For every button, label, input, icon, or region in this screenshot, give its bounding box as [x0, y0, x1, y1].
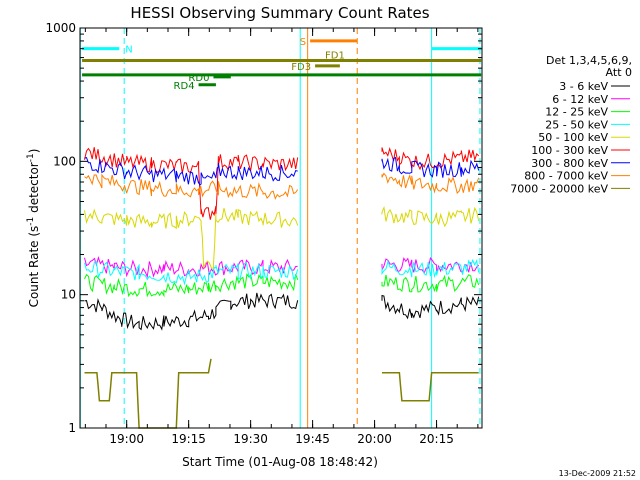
- legend-header-line-2: Att 0: [606, 66, 632, 79]
- annotation-label-7: RD4: [174, 81, 195, 92]
- y-axis-label-main: Count Rate (s: [27, 226, 41, 308]
- y-axis-label-end: ): [27, 149, 41, 154]
- x-tick-label-1: 19:15: [171, 432, 206, 446]
- legend-label-7: 800 - 7000 keV: [524, 170, 608, 183]
- legend-label-4: 50 - 100 keV: [538, 131, 608, 144]
- series-line-3: [84, 258, 480, 286]
- x-tick-label-3: 19:45: [295, 432, 330, 446]
- legend-label-1: 6 - 12 keV: [552, 93, 608, 106]
- plot-frame: [79, 27, 483, 429]
- series-line-7: [84, 172, 480, 200]
- footer-timestamp: 13-Dec-2009 21:52: [559, 469, 636, 478]
- annotation-label-4: FD3: [291, 62, 311, 73]
- series-line-5: [84, 146, 480, 220]
- y-axis-label-exponent-1: -1: [26, 217, 36, 226]
- y-tick-label-0: 1: [68, 421, 76, 435]
- legend-label-0: 3 - 6 keV: [559, 80, 608, 93]
- series-line-2: [84, 273, 480, 298]
- legend-label-5: 100 - 300 keV: [531, 144, 608, 157]
- series-line-0: [84, 292, 480, 331]
- legend-header-line-1: Det 1,3,4,5,6,9,: [546, 54, 632, 67]
- annotation-label-6: RD0: [188, 73, 209, 84]
- chart-title: HESSI Observing Summary Count Rates: [130, 4, 429, 22]
- legend-label-6: 300 - 800 keV: [531, 157, 608, 170]
- x-tick-label-0: 19:00: [109, 432, 144, 446]
- y-tick-label-3: 1000: [45, 21, 76, 35]
- legend-label-8: 7000 - 20000 keV: [510, 182, 608, 195]
- series-line-8: [84, 358, 479, 429]
- y-axis-label: Count Rate (s-1 detector-1): [26, 149, 41, 308]
- x-axis-label: Start Time (01-Aug-08 18:48:42): [182, 455, 378, 469]
- x-tick-label-4: 20:00: [357, 432, 392, 446]
- y-axis-label-middle: detector: [27, 162, 41, 217]
- y-axis-label-exponent-2: -1: [26, 153, 36, 162]
- annotation-label-2: S: [300, 37, 306, 48]
- series-line-4: [84, 205, 480, 269]
- y-tick-label-1: 10: [61, 288, 76, 302]
- annotation-label-0: N: [125, 45, 132, 56]
- annotation-label-3: FD1: [325, 51, 345, 62]
- series-line-6: [84, 156, 480, 186]
- svg-text:Count Rate (s-1 detector-1): Count Rate (s-1 detector-1): [26, 149, 41, 308]
- x-tick-label-5: 20:15: [419, 432, 454, 446]
- legend-label-2: 12 - 25 keV: [545, 106, 608, 119]
- x-tick-label-2: 19:30: [233, 432, 268, 446]
- legend-label-3: 25 - 50 keV: [545, 118, 608, 131]
- y-tick-label-2: 100: [53, 154, 76, 168]
